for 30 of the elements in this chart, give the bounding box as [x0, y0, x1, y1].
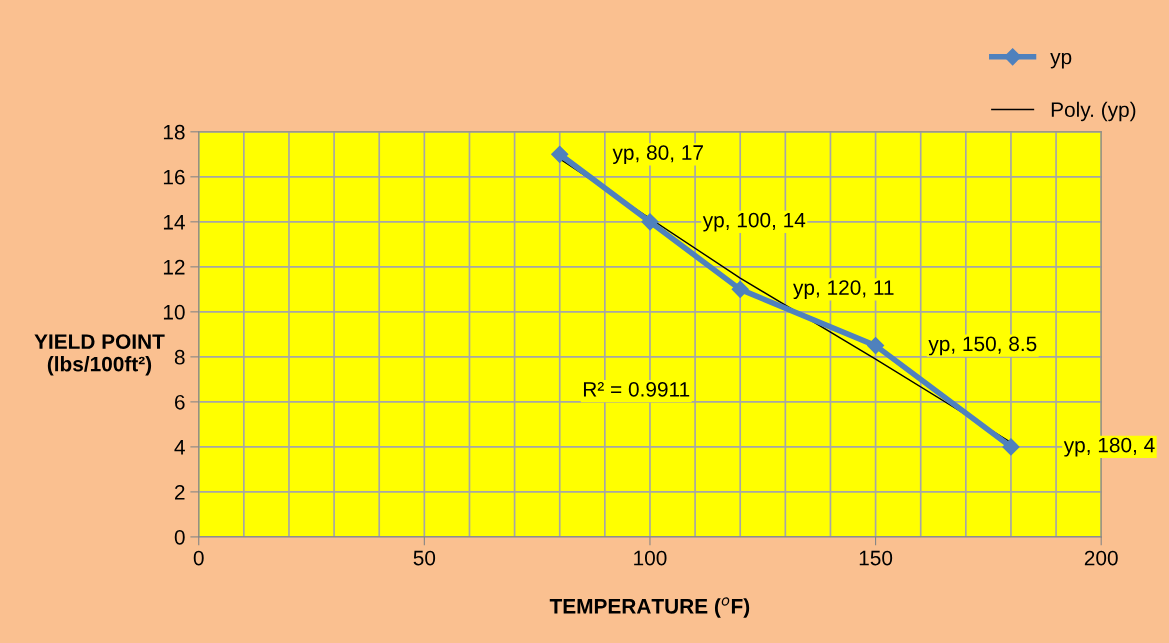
- annotation: R² = 0.9911: [583, 381, 690, 397]
- x-tick-label: 50: [413, 550, 436, 566]
- y-tick-label: 6: [175, 394, 185, 410]
- x-axis-title: TEMPERATURE ($^{o}$F): [549, 597, 750, 618]
- point: [867, 337, 885, 355]
- y-tick-label: 16: [163, 169, 185, 185]
- y-tick-label: 4: [174, 440, 185, 455]
- point: [1002, 438, 1020, 456]
- annotation: yp, 80, 17: [612, 145, 703, 165]
- annotation: yp, 180, 4: [1063, 437, 1155, 457]
- y-tick-label: 0: [174, 529, 185, 545]
- y-tick-label: 10: [163, 304, 185, 320]
- y-tick-label: 8: [174, 349, 185, 365]
- annotation: yp, 100, 14: [702, 212, 806, 232]
- x-tick-label: 200: [1084, 550, 1118, 566]
- annotation: yp, 150, 8.5: [928, 336, 1037, 356]
- legend-label: yp: [1050, 52, 1072, 69]
- point: [731, 280, 749, 298]
- y-tick-label: 2: [175, 484, 185, 500]
- point: [551, 145, 569, 163]
- y-tick-label: 14: [163, 215, 185, 230]
- y-tick-label: 12: [163, 259, 185, 275]
- legend-label: Poly. (yp): [1051, 101, 1136, 122]
- point: [641, 213, 659, 231]
- y-tick-label: 18: [163, 124, 185, 140]
- x-tick-label: 150: [859, 550, 893, 566]
- y-axis-title: YIELD POINT (lbs/100ft²): [34, 334, 165, 376]
- annotation: yp, 120, 11: [793, 280, 894, 300]
- x-tick-label: 100: [634, 550, 667, 566]
- x-tick-label: 0: [193, 550, 204, 566]
